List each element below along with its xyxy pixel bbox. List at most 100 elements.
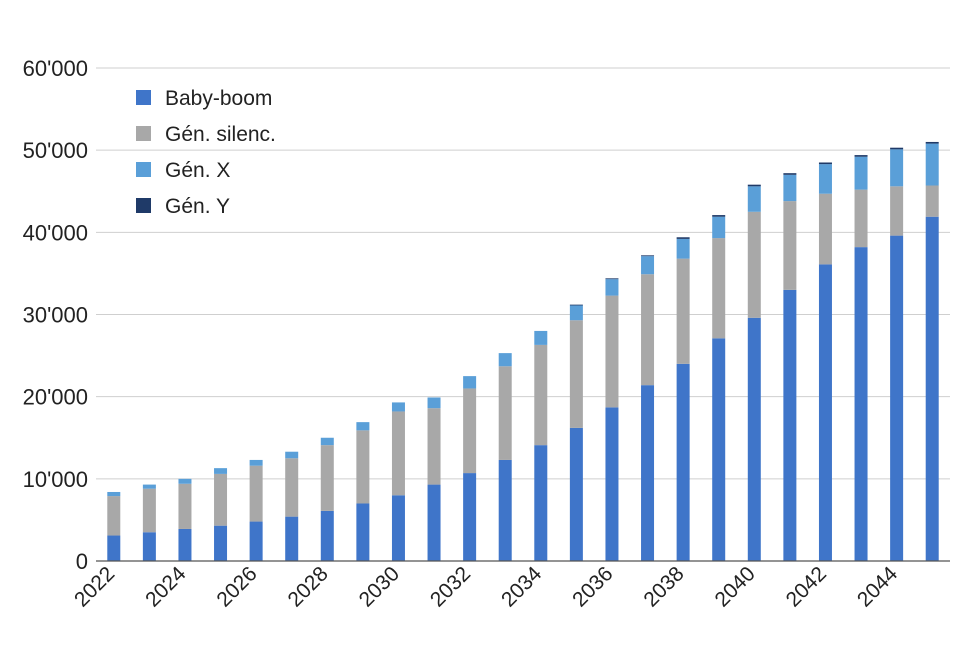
bar-segment <box>605 407 619 561</box>
bar-segment <box>783 173 797 175</box>
bar-segment <box>498 366 512 460</box>
bar-segment <box>569 304 583 306</box>
y-tick-label: 20'000 <box>23 385 88 410</box>
bar-segment <box>569 305 583 321</box>
bar-segment <box>747 317 761 561</box>
bar-segment <box>214 525 228 561</box>
bar-segment <box>925 141 939 144</box>
x-tick-label: 2030 <box>355 562 404 611</box>
bar-segment <box>427 408 441 485</box>
bar-segment <box>783 289 797 561</box>
bar-segment <box>890 186 904 236</box>
bar-segment <box>249 465 263 522</box>
y-tick-label: 0 <box>76 549 88 574</box>
bar-segment <box>107 491 121 497</box>
bar-segment <box>925 143 939 186</box>
bar-segment <box>747 186 761 212</box>
legend: Baby-boom Gén. silenc. Gén. X Gén. Y <box>136 87 276 218</box>
bar-segment <box>356 430 370 504</box>
bar-segment <box>498 353 512 367</box>
bar-segment <box>356 422 370 431</box>
bar-segment <box>285 451 299 459</box>
bar-segment <box>818 193 832 265</box>
bar-segment <box>783 201 797 290</box>
bar-segment <box>783 174 797 202</box>
legend-label: Gén. Y <box>165 195 230 218</box>
bar-segment <box>214 468 228 474</box>
legend-label: Gén. silenc. <box>165 123 276 146</box>
bar-segment <box>463 376 477 389</box>
x-tick-label: 2024 <box>141 562 191 612</box>
bar-segment <box>285 458 299 517</box>
x-tick-label: 2042 <box>782 562 831 611</box>
bar-segment <box>712 338 726 561</box>
bar-segment <box>676 363 690 561</box>
bar-segment <box>712 238 726 339</box>
legend-label: Baby-boom <box>165 87 272 110</box>
bar-segment <box>676 238 690 259</box>
y-axis-ticks: 0 10'000 20'000 30'000 40'000 50'000 60'000 <box>23 56 88 574</box>
legend-swatch <box>136 198 151 213</box>
y-tick-label: 10'000 <box>23 467 88 492</box>
bars <box>107 141 939 561</box>
bar-segment <box>605 279 619 296</box>
bar-segment <box>712 216 726 239</box>
x-tick-label: 2028 <box>284 562 333 611</box>
bar-segment <box>142 488 156 533</box>
x-tick-label: 2032 <box>426 562 475 611</box>
bar-segment <box>890 235 904 561</box>
gridlines <box>96 67 950 480</box>
bar-segment <box>427 397 441 409</box>
bar-segment <box>427 484 441 561</box>
bar-segment <box>142 484 156 489</box>
bar-segment <box>641 274 655 386</box>
bar-segment <box>320 510 334 561</box>
x-tick-label: 2034 <box>497 562 547 612</box>
x-axis-ticks: 2022 2024 2026 2028 2030 2032 2034 2036 2038 2040… <box>70 562 902 612</box>
y-tick-label: 30'000 <box>23 303 88 328</box>
bar-segment <box>712 215 726 217</box>
bar-segment <box>818 162 832 165</box>
y-tick-label: 50'000 <box>23 138 88 163</box>
bar-segment <box>890 147 904 150</box>
bar-segment <box>178 483 192 529</box>
bar-segment <box>534 445 548 561</box>
bar-segment <box>605 278 619 280</box>
bar-segment <box>641 255 655 257</box>
bar-segment <box>107 535 121 561</box>
bar-segment <box>463 388 477 474</box>
legend-swatch <box>136 126 151 141</box>
legend-label: Gén. X <box>165 159 230 182</box>
bar-segment <box>142 532 156 561</box>
legend-swatch <box>136 162 151 177</box>
bar-segment <box>249 521 263 561</box>
bar-segment <box>249 459 263 466</box>
bar-segment <box>391 411 405 496</box>
bar-segment <box>854 155 868 157</box>
x-tick-label: 2038 <box>639 562 688 611</box>
bar-segment <box>925 216 939 561</box>
x-tick-label: 2036 <box>568 562 617 611</box>
bar-segment <box>498 459 512 561</box>
bar-segment <box>463 473 477 561</box>
bar-segment <box>747 184 761 187</box>
legend-swatch <box>136 90 151 105</box>
bar-segment <box>641 385 655 561</box>
bar-segment <box>391 402 405 412</box>
bar-segment <box>569 427 583 561</box>
bar-segment <box>854 156 868 190</box>
bar-segment <box>320 445 334 511</box>
bar-segment <box>107 496 121 536</box>
bar-segment <box>214 473 228 526</box>
bar-segment <box>569 320 583 428</box>
bar-segment <box>285 516 299 561</box>
bar-segment <box>320 437 334 446</box>
bar-segment <box>818 164 832 194</box>
x-tick-label: 2044 <box>853 562 903 612</box>
bar-segment <box>854 247 868 561</box>
bar-segment <box>178 478 192 484</box>
y-tick-label: 40'000 <box>23 220 88 245</box>
bar-segment <box>818 264 832 561</box>
bar-segment <box>676 237 690 239</box>
